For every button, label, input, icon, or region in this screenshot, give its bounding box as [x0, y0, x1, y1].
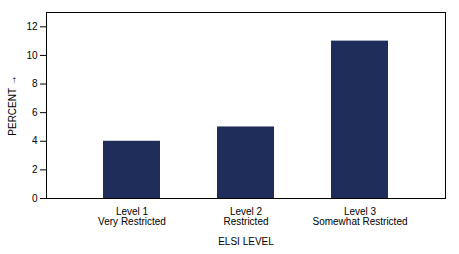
svg-text:PERCENT →: PERCENT →: [7, 75, 18, 135]
svg-text:Level 3Somewhat Restricted: Level 3Somewhat Restricted: [312, 206, 407, 227]
svg-text:2: 2: [32, 164, 38, 175]
svg-text:ELSI LEVEL: ELSI LEVEL: [218, 236, 274, 247]
svg-text:Level 2Restricted: Level 2Restricted: [223, 206, 268, 227]
svg-text:12: 12: [26, 21, 38, 32]
svg-text:6: 6: [32, 107, 38, 118]
svg-text:10: 10: [26, 50, 38, 61]
svg-text:8: 8: [32, 78, 38, 89]
svg-text:Level 1Very Restricted: Level 1Very Restricted: [98, 206, 166, 227]
svg-text:4: 4: [32, 135, 38, 146]
svg-text:0: 0: [32, 193, 38, 204]
